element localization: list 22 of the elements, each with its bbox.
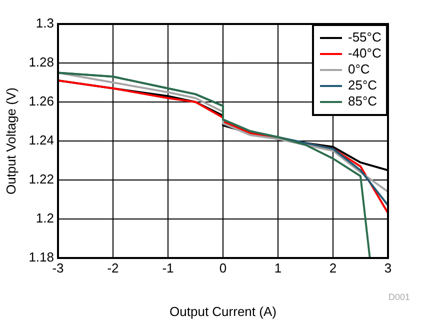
x-tick-label: 2 [329,260,337,276]
y-tick-label: 1.24 [28,132,54,148]
x-tick-label: 0 [219,260,227,276]
x-tick-label: -3 [52,260,64,276]
y-tick-label: 1.3 [36,16,54,31]
legend-label: 85°C [348,94,378,109]
legend-label: 0°C [348,62,370,77]
x-tick-label: -1 [162,260,174,276]
x-tick-label: 1 [274,260,282,276]
y-tick-label: 1.2 [36,210,54,226]
x-tick-label: -2 [107,260,119,276]
text: D001 [388,292,410,302]
legend-label: 25°C [348,78,378,93]
x-tick-label: 3 [384,260,392,276]
y-tick-label: 1.26 [28,94,54,109]
legend-label: -40°C [348,46,382,61]
y-tick-label: 1.18 [28,250,54,265]
y-tick-label: 1.28 [28,54,54,70]
legend-label: -55°C [348,30,382,45]
y-tick-label: 1.22 [28,172,54,187]
y-axis-title: Output Voltage (V) [3,88,18,194]
x-axis-title: Output Current (A) [170,304,276,319]
